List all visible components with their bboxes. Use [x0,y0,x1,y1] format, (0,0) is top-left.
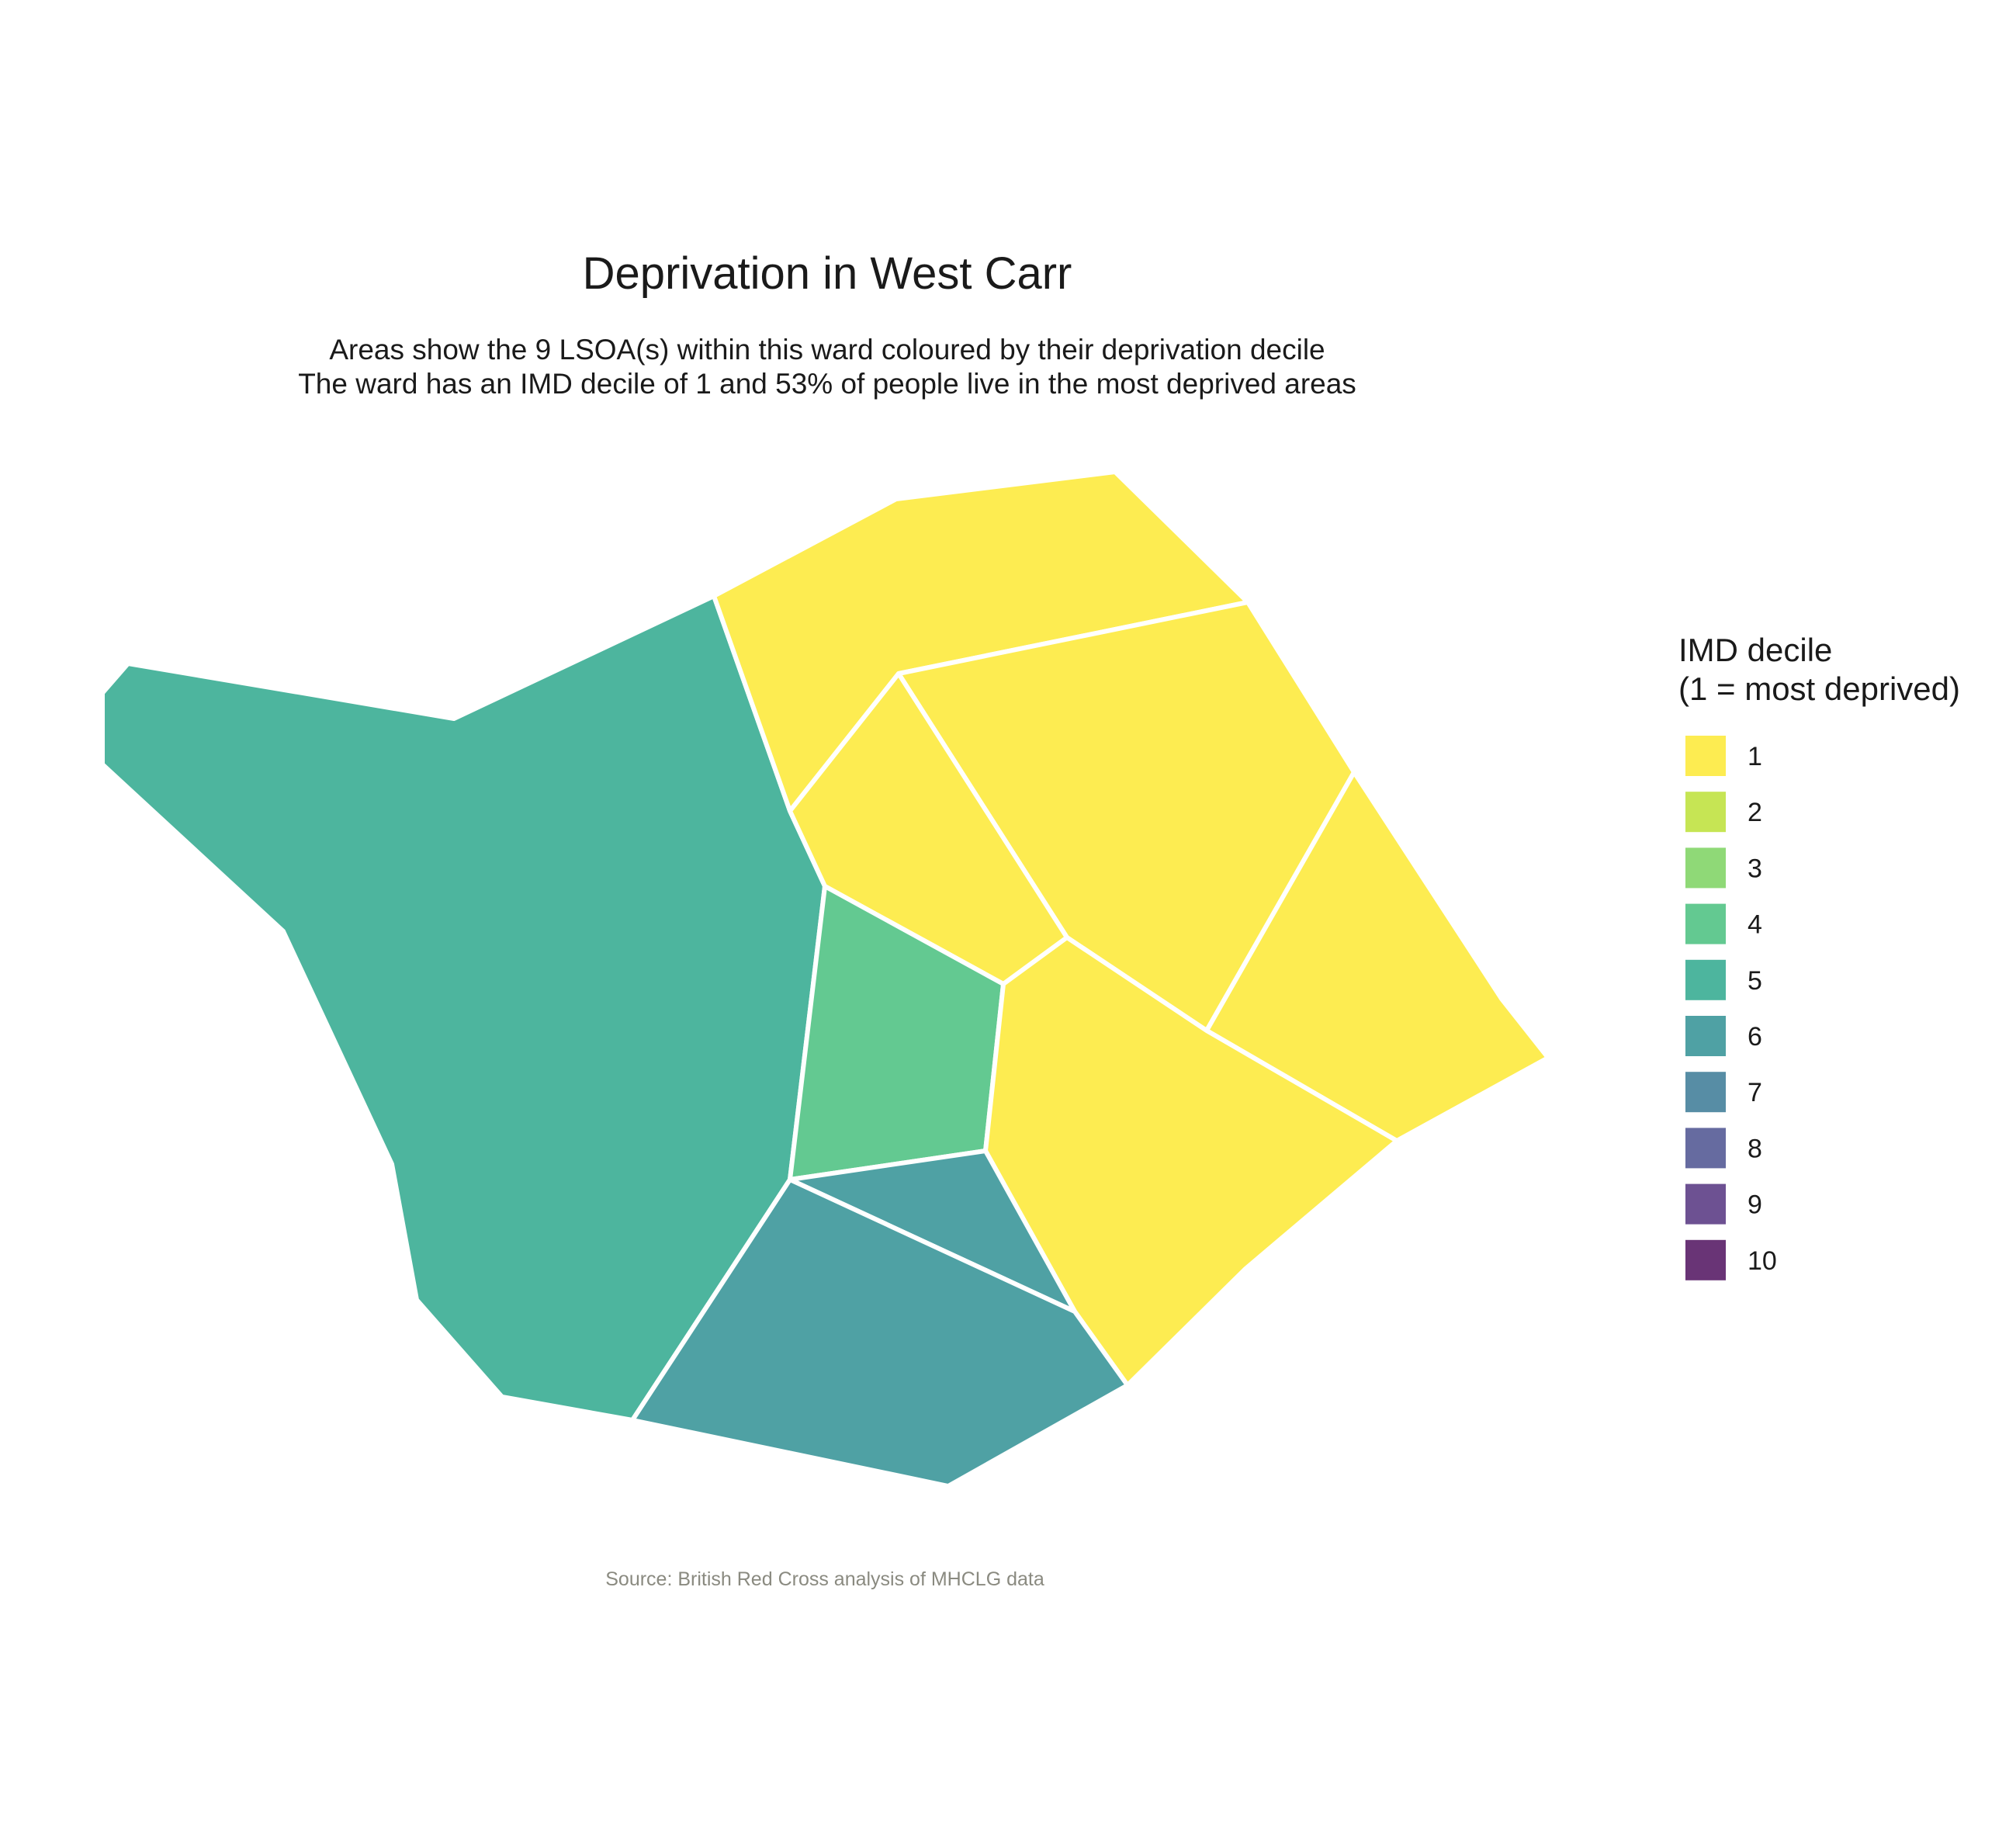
legend-key-2 [1685,792,1726,833]
legend-title-line-2: (1 = most deprived) [1678,670,1960,707]
chart-subtitle-line-2: The ward has an IMD decile of 1 and 53% … [298,368,1356,400]
legend-label-1: 1 [1748,742,1762,771]
legend-key-6 [1685,1016,1726,1056]
legend-key-3 [1685,847,1726,889]
legend-title-line-1: IMD decile [1678,632,1832,668]
chart-caption: Source: British Red Cross analysis of MH… [605,1568,1044,1590]
chart-subtitle-line-1: Areas show the 9 LSOA(s) within this war… [329,334,1325,366]
lsoa-east[interactable] [1204,770,1550,1143]
legend-label-2: 2 [1748,798,1762,827]
legend-key-1 [1685,736,1726,776]
lsoa-south[interactable] [630,1177,1130,1488]
legend-label-9: 9 [1748,1190,1762,1220]
legend-label-3: 3 [1748,854,1762,883]
legend-label-10: 10 [1748,1246,1777,1276]
legend-key-8 [1685,1128,1726,1169]
legend-label-8: 8 [1748,1134,1762,1163]
legend-items: 1 2 3 4 5 6 7 8 9 10 [1685,736,1777,1280]
chart-title: Deprivation in West Carr [583,248,1072,299]
legend-key-4 [1685,903,1726,944]
legend-key-5 [1685,959,1726,1000]
legend-key-9 [1685,1183,1726,1225]
legend-label-6: 6 [1748,1022,1762,1052]
legend-label-7: 7 [1748,1078,1762,1107]
legend-key-7 [1685,1072,1726,1113]
legend-key-10 [1685,1239,1726,1280]
legend-label-5: 5 [1748,966,1762,996]
legend: IMD decile (1 = most deprived) 1 2 3 4 5 6 7 8 9… [1678,632,1960,1280]
legend-label-4: 4 [1748,910,1762,940]
map-areas [100,470,1550,1488]
